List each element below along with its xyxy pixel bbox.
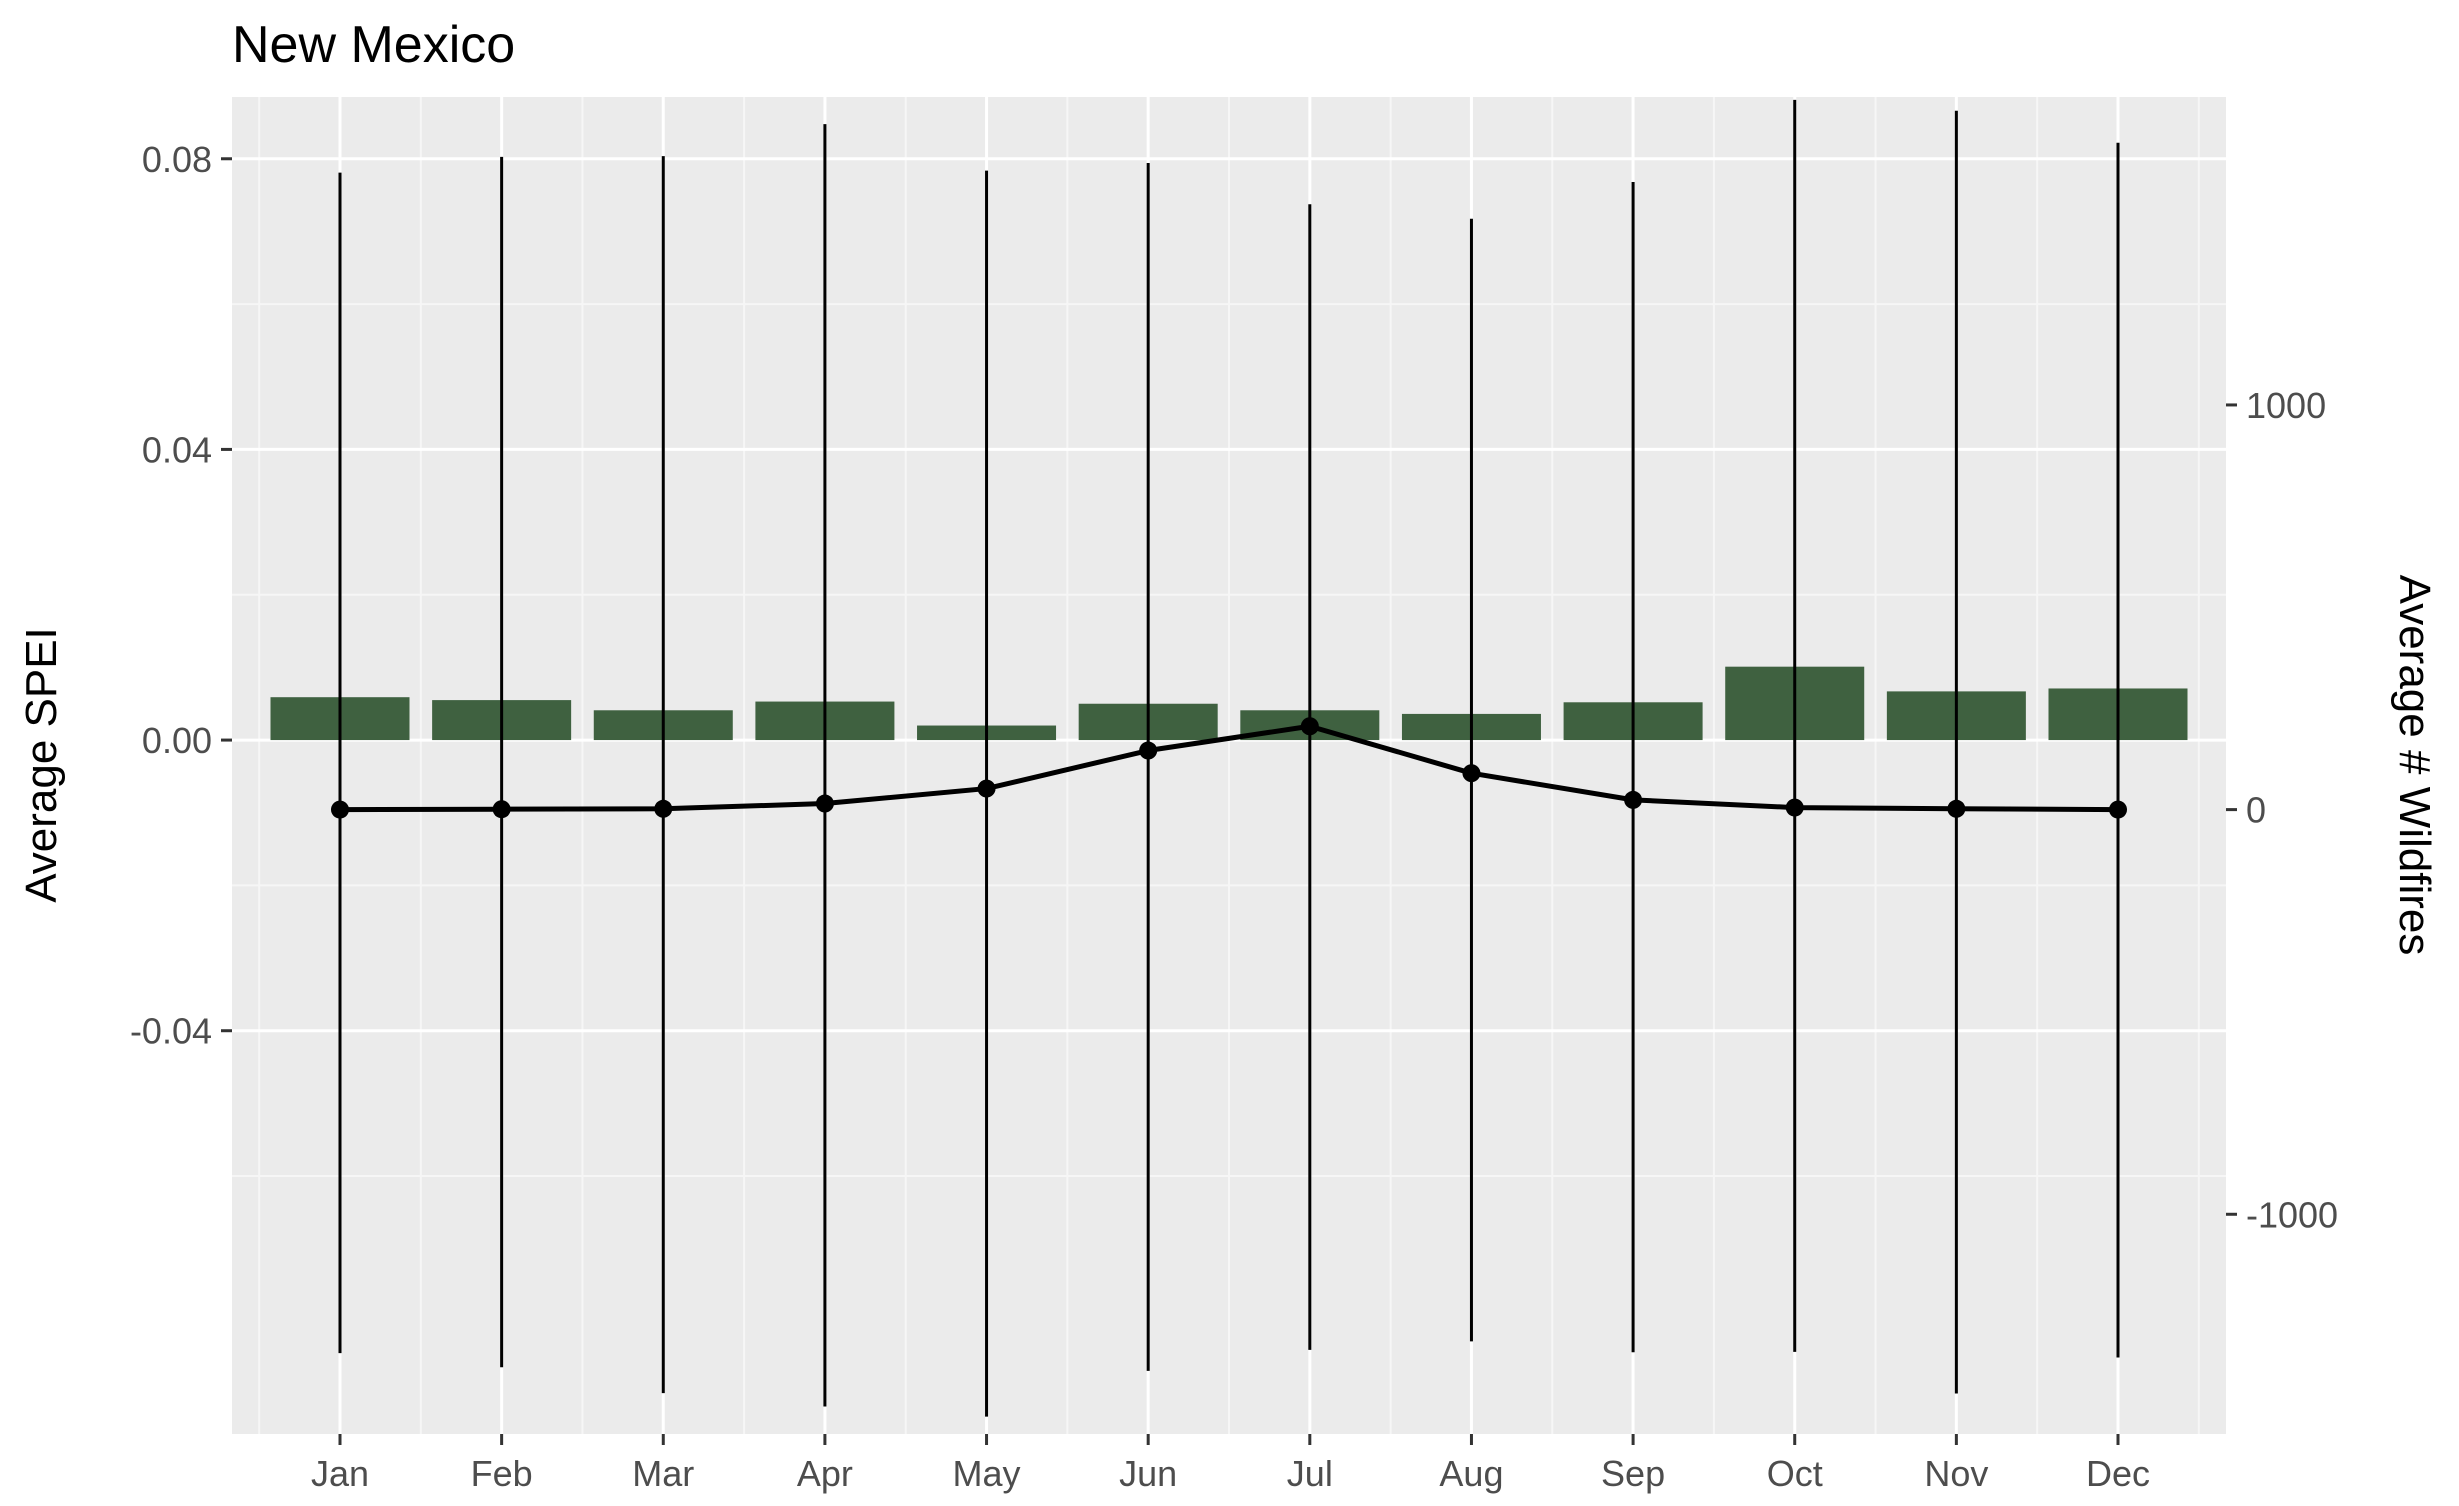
x-tick-label-apr: Apr	[797, 1453, 853, 1494]
wildfire-line-layer	[339, 723, 2119, 813]
wildfire-line	[339, 723, 2119, 813]
point-jul	[1300, 717, 1319, 736]
error-bars	[338, 99, 2120, 1417]
x-tick-label-jan: Jan	[311, 1453, 369, 1494]
y-axis-right: -1000 0 1000	[2226, 385, 2338, 1235]
point-mar	[654, 799, 673, 818]
point-aug	[1462, 764, 1481, 783]
y-axis-title-left: Average SPEI	[17, 627, 66, 903]
y-tick-label-right: 1000	[2246, 385, 2326, 426]
y-tick-label-left: 0.00	[142, 720, 212, 761]
chart-title: New Mexico	[232, 16, 515, 74]
point-feb	[492, 800, 511, 819]
x-tick-label-sep: Sep	[1601, 1453, 1665, 1494]
x-tick-label-mar: Mar	[632, 1453, 694, 1494]
points	[331, 717, 2127, 819]
point-dec	[2109, 800, 2127, 819]
x-tick-label-aug: Aug	[1439, 1453, 1503, 1494]
y-axis-left: -0.04 0.00 0.04 0.08	[130, 139, 232, 1052]
y-tick-label-left: 0.04	[142, 429, 212, 470]
x-tick-label-nov: Nov	[1924, 1453, 1988, 1494]
x-tick-label-jun: Jun	[1119, 1453, 1177, 1494]
x-axis: Jan Feb Mar Apr May Jun Jul Aug Sep Oct Nov Dec	[311, 1434, 2150, 1494]
point-nov	[1947, 799, 1966, 818]
point-jun	[1139, 741, 1158, 760]
point-jan	[331, 800, 349, 819]
point-may	[977, 779, 996, 798]
x-tick-label-may: May	[953, 1453, 1021, 1494]
y-tick-label-left: 0.08	[142, 139, 212, 180]
point-sep	[1624, 790, 1643, 809]
x-tick-label-feb: Feb	[471, 1453, 533, 1494]
y-tick-label-left: -0.04	[130, 1011, 212, 1052]
point-apr	[815, 794, 834, 813]
point-oct	[1785, 798, 1804, 817]
grid-minor	[232, 97, 2226, 1434]
x-tick-label-oct: Oct	[1767, 1453, 1823, 1494]
y-axis-title-right: Average # Wildfires	[2390, 575, 2439, 956]
x-tick-label-jul: Jul	[1287, 1453, 1333, 1494]
x-tick-label-dec: Dec	[2086, 1453, 2150, 1494]
y-tick-label-right: 0	[2246, 790, 2266, 831]
y-tick-label-right: -1000	[2246, 1194, 2338, 1235]
